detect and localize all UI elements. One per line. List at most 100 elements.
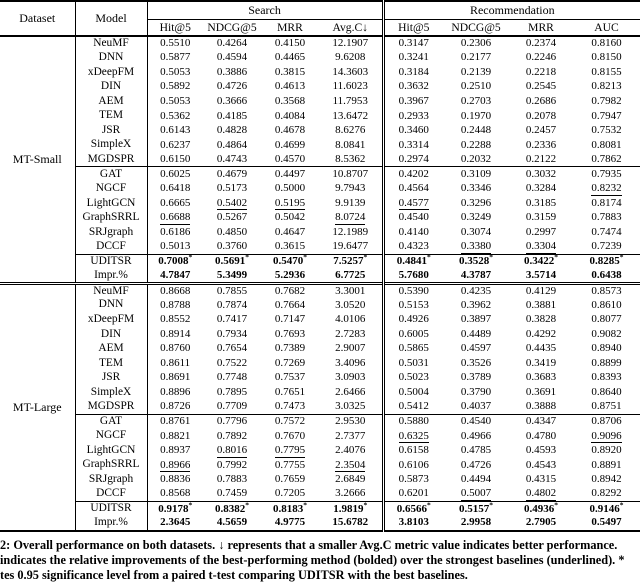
metric-cell: 0.9082 <box>591 327 622 340</box>
model-label: NGCF <box>75 428 148 444</box>
results-table-body: MT-Small NeuMF 0.5510 0.4264 0.4150 12.1907 0.… <box>0 36 640 531</box>
metric-cell: 0.8393 <box>591 371 622 384</box>
metric-cell: 0.4292 <box>525 327 557 340</box>
column-header-rec-hit5: Hit@5 <box>381 19 444 37</box>
model-label: NGCF <box>75 181 148 197</box>
metric-cell: 0.3296 <box>460 196 492 209</box>
metric-cell: 0.4347 <box>509 413 574 429</box>
metric-cell: 0.6150 <box>160 152 191 165</box>
table-row: SimpleX 0.6237 0.4864 0.4699 8.0841 0.3314 0.2… <box>0 137 640 153</box>
metric-cell: 0.7934 <box>216 327 248 340</box>
metric-cell: 0.3790 <box>460 385 492 398</box>
metric-cell: 0.5173 <box>216 182 248 195</box>
metric-cell: 0.7389 <box>274 342 306 355</box>
metric-cell: 0.8899 <box>591 356 622 369</box>
metric-cell: 0.6201 <box>381 486 444 502</box>
metric-cell: 0.8285* <box>573 253 640 269</box>
metric-cell: 0.8706 <box>573 413 640 429</box>
table-row: AEM 0.8760 0.7654 0.7389 2.9007 0.5865 0.4597 0… <box>0 341 640 357</box>
metric-cell: 0.4543 <box>525 458 557 471</box>
metric-cell: 0.5510 <box>160 37 191 50</box>
metric-cell: 0.4202 <box>381 166 444 182</box>
metric-cell: 0.3419 <box>525 356 557 369</box>
metric-cell: 0.5402 <box>216 196 248 211</box>
table-row: UDITSR 0.9178* 0.8382* 0.8183* 1.9819* 0.6566… <box>0 501 640 517</box>
model-label: LightGCN <box>75 443 148 458</box>
metric-cell: 2.3504 <box>335 458 366 473</box>
column-header-rec-auc: AUC <box>573 19 640 37</box>
metric-cell: 0.7883 <box>216 473 248 486</box>
table-row: JSR 0.8691 0.7748 0.7537 3.0903 0.5023 0.3789 0… <box>0 370 640 386</box>
metric-cell: 9.9139 <box>335 196 366 209</box>
metric-cell: 0.4802 <box>525 487 557 501</box>
metric-cell: 0.6025 <box>147 166 203 182</box>
model-label: DIN <box>75 326 148 342</box>
model-label: JSR <box>75 370 148 386</box>
metric-cell: 0.7659 <box>274 473 306 486</box>
column-header-search-hit5: Hit@5 <box>147 19 203 37</box>
metric-cell: 4.0106 <box>335 313 366 326</box>
metric-cell: 0.8896 <box>160 385 191 398</box>
model-label: GraphSRRL <box>75 210 148 226</box>
metric-cell: 0.4264 <box>216 37 248 50</box>
metric-cell: 0.4564 <box>381 181 444 197</box>
metric-cell: 0.3815 <box>274 65 306 78</box>
dataset-label: MT-Small <box>0 36 76 284</box>
metric-cell: 0.8942 <box>591 473 622 486</box>
model-label: xDeepFM <box>75 312 148 327</box>
metric-cell: 0.7205 <box>274 487 306 500</box>
metric-cell: 0.8155 <box>591 65 622 78</box>
header-group-row: Dataset Model Search Recommendation <box>0 1 640 37</box>
metric-cell: 0.3632 <box>381 79 444 95</box>
metric-cell: 0.3314 <box>381 137 444 153</box>
metric-cell: 0.8610 <box>591 298 622 311</box>
metric-cell: 0.6143 <box>160 124 191 137</box>
metric-cell: 0.8940 <box>591 342 622 355</box>
metric-cell: 0.3032 <box>509 166 574 182</box>
table-row: DIN 0.5892 0.4726 0.4613 11.6023 0.3632 0.2510… <box>0 79 640 95</box>
metric-cell: 0.4185 <box>216 109 248 122</box>
metric-cell: 0.4864 <box>216 138 248 151</box>
metric-cell: 0.7748 <box>216 371 248 384</box>
model-label: TEM <box>75 356 148 371</box>
table-header: Dataset Model Search Recommendation Hit@… <box>0 1 640 37</box>
metric-cell: 0.8640 <box>591 385 622 398</box>
model-label: LightGCN <box>75 196 148 211</box>
metric-cell: 8.0841 <box>335 138 366 151</box>
metric-cell: 8.5362 <box>335 152 366 165</box>
metric-cell: 0.2139 <box>460 65 492 78</box>
metric-cell: 0.8751 <box>591 400 622 413</box>
model-label: JSR <box>75 123 148 138</box>
metric-cell: 0.4489 <box>460 327 492 340</box>
dataset-label: MT-Large <box>0 281 76 531</box>
metric-cell: 0.2288 <box>460 138 492 151</box>
metric-cell: 11.7953 <box>332 94 368 107</box>
metric-cell: 0.4435 <box>525 342 557 355</box>
model-label: GAT <box>75 413 148 429</box>
metric-cell: 0.9146* <box>573 501 640 517</box>
metric-cell: 0.8788 <box>160 298 191 311</box>
model-label: DNN <box>75 50 148 66</box>
table-row: xDeepFM 0.5053 0.3886 0.3815 14.3603 0.3184 0.… <box>0 65 640 80</box>
metric-cell: 15.6782 <box>332 516 369 529</box>
metric-cell: 0.4497 <box>261 166 319 182</box>
metric-cell: 0.5013 <box>160 240 191 253</box>
metric-cell: 0.3304 <box>525 240 557 254</box>
metric-cell: 0.2336 <box>525 138 557 151</box>
metric-cell: 0.4679 <box>203 166 261 182</box>
metric-cell: 0.8016 <box>216 444 248 458</box>
metric-cell: 0.7532 <box>591 124 622 137</box>
metric-cell: 0.5157* <box>443 501 510 517</box>
metric-cell: 0.4678 <box>274 124 306 137</box>
metric-cell: 5.2936 <box>274 268 306 281</box>
model-label: SRJgraph <box>75 472 148 487</box>
metric-cell: 0.8966 <box>160 458 191 473</box>
metric-cell: 0.4936* <box>509 501 574 517</box>
metric-cell: 0.4647 <box>274 225 306 238</box>
column-header-rec-ndcg5: NDCG@5 <box>443 19 510 37</box>
model-label: UDITSR <box>75 501 148 517</box>
table-row: Impr.% 2.3645 4.5659 4.9775 15.6782 3.8103 2.9… <box>0 516 640 531</box>
metric-cell: 0.2032 <box>460 152 492 165</box>
metric-cell: 0.8937 <box>160 444 191 457</box>
